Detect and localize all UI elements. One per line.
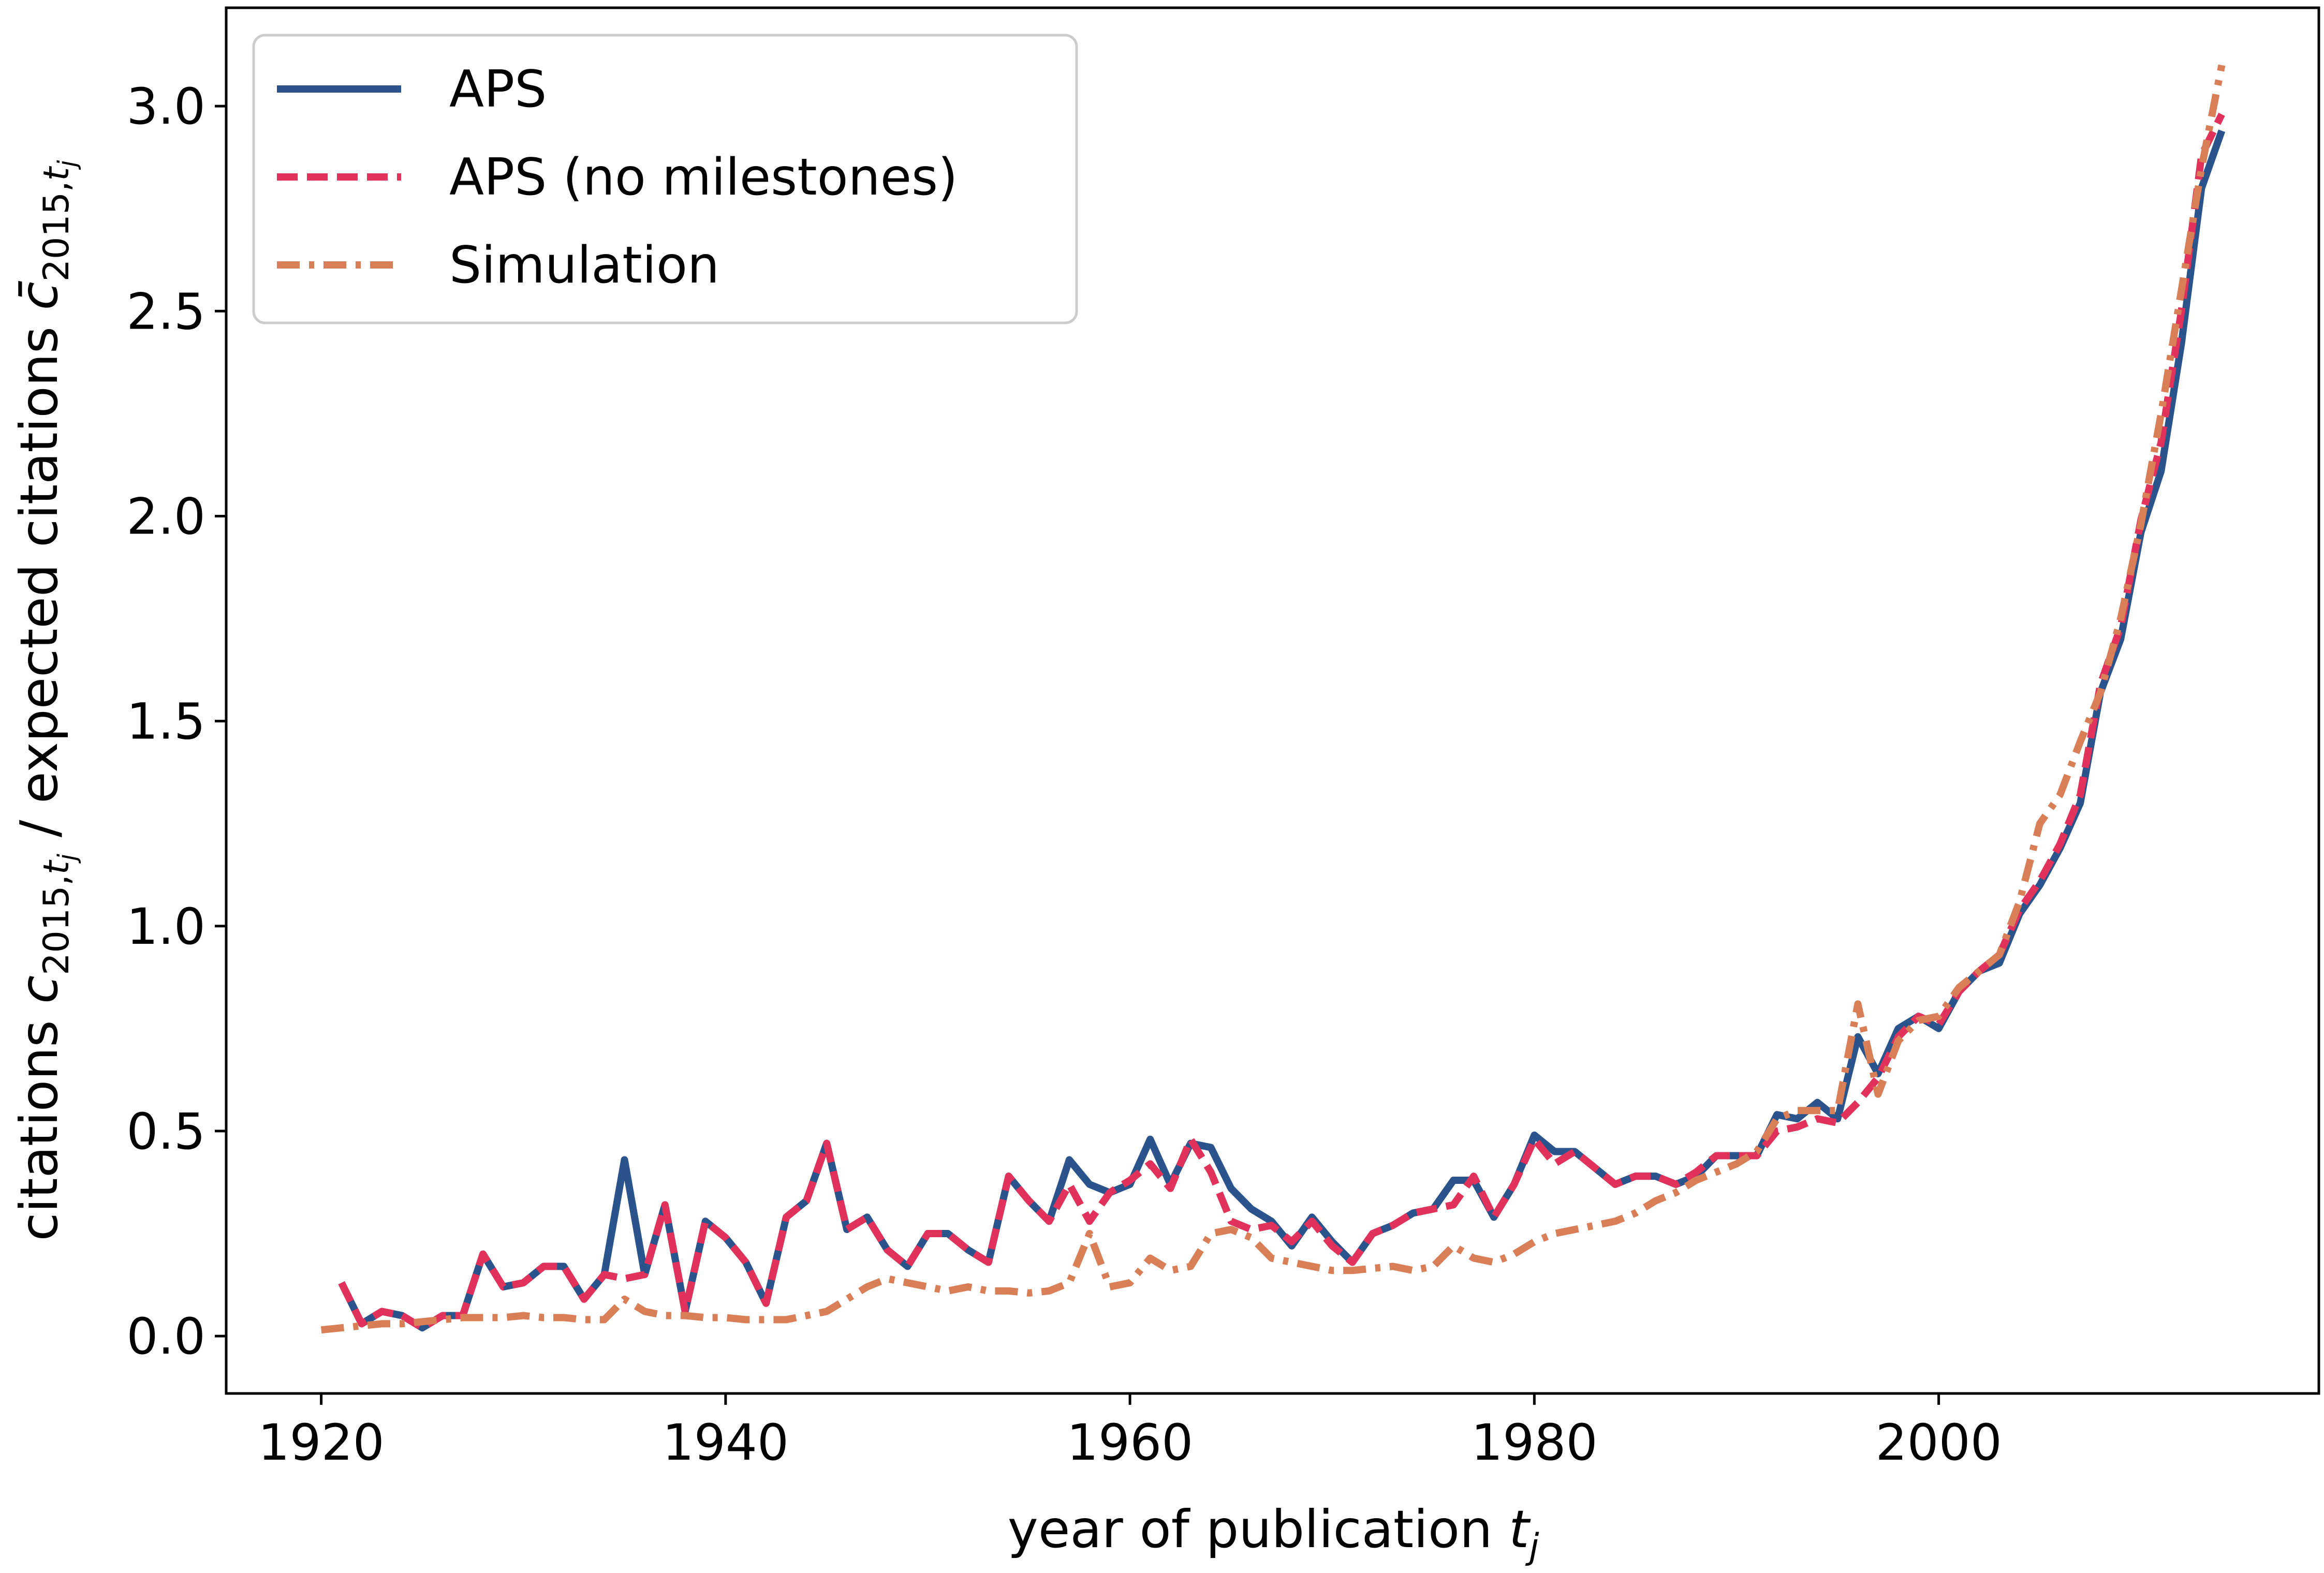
legend-box (252, 34, 1078, 324)
x-tick-label: 1920 (258, 1414, 384, 1472)
y-axis-label-var2: c̄ (9, 281, 69, 310)
legend-label-2: APS (no milestones) (449, 148, 958, 207)
y-tick-label: 0.0 (126, 1308, 205, 1366)
series-line-3 (320, 64, 2226, 1334)
x-axis-label-var: t (1509, 1499, 1531, 1560)
series-layer (320, 64, 2226, 1334)
y-tick-label: 1.5 (126, 693, 205, 751)
legend-label-1: APS (449, 60, 547, 119)
y-tick-label: 1.0 (126, 898, 205, 956)
y-axis-label-sub2-pre: 2015, (36, 181, 77, 282)
x-tick-label: 2000 (1875, 1414, 2002, 1472)
y-axis-ticks: 0.0 0.5 1.0 1.5 2.0 2.5 3.0 (126, 78, 226, 1366)
series-line-1 (338, 129, 2226, 1332)
legend: APS APS (no milestones) Simulation (252, 34, 1078, 324)
y-tick-label: 2.0 (126, 487, 205, 545)
y-tick-label: 0.5 (126, 1103, 205, 1161)
x-axis-ticks: 1920 1940 1960 1980 2000 (258, 1393, 2002, 1472)
x-axis-label: year of publication tj (1008, 1499, 1539, 1567)
y-tick-label: 3.0 (126, 78, 205, 136)
plot-frame (225, 6, 2320, 1395)
y-axis-label-sub1-var: t (36, 859, 77, 874)
x-axis-label-prefix: year of publication (1008, 1499, 1509, 1560)
y-axis-label: citations c2015,tj / expected citations … (9, 160, 82, 1241)
y-axis-label-sub1-pre: 2015, (36, 874, 77, 975)
x-tick-label: 1980 (1471, 1414, 1597, 1472)
y-axis-label-sub2-var: t (36, 166, 77, 181)
y-tick-label: 2.5 (126, 283, 205, 340)
x-tick-label: 1960 (1067, 1414, 1193, 1472)
y-axis-label-part2: / expected citations (9, 310, 69, 854)
y-axis-label-var1: c (9, 975, 69, 1004)
y-axis-label-part1: citations (9, 1004, 69, 1241)
legend-label-3: Simulation (449, 236, 719, 295)
x-tick-label: 1940 (663, 1414, 789, 1472)
